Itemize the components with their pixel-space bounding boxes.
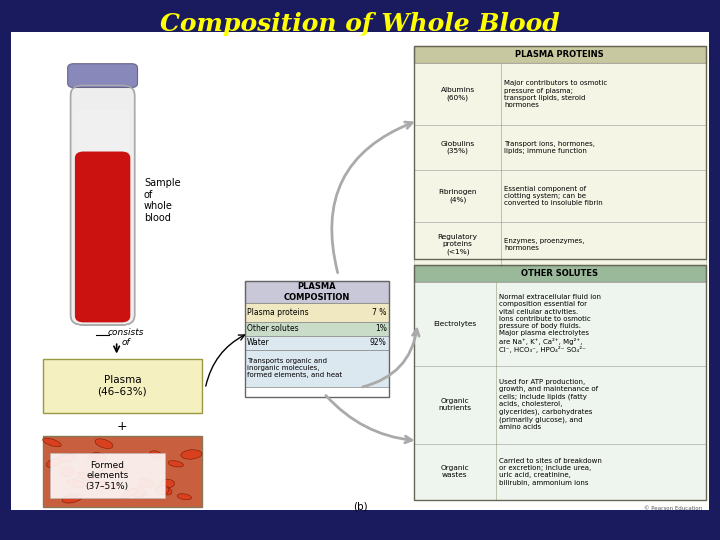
Ellipse shape	[88, 453, 106, 462]
Text: Sample
of
whole
blood: Sample of whole blood	[144, 178, 181, 223]
Text: Electrolytes: Electrolytes	[433, 321, 477, 327]
Text: Regulatory
proteins
(<1%): Regulatory proteins (<1%)	[438, 234, 478, 255]
Text: OTHER SOLUTES: OTHER SOLUTES	[521, 269, 598, 278]
Text: consists
of: consists of	[108, 328, 144, 347]
Ellipse shape	[132, 487, 145, 497]
FancyBboxPatch shape	[245, 336, 389, 350]
FancyBboxPatch shape	[245, 350, 389, 387]
Text: Carried to sites of breakdown
or excretion; include urea,
uric acid, creatinine,: Carried to sites of breakdown or excreti…	[498, 458, 601, 485]
Text: +: +	[117, 420, 127, 433]
FancyBboxPatch shape	[245, 281, 389, 303]
FancyBboxPatch shape	[76, 110, 129, 153]
FancyBboxPatch shape	[68, 64, 138, 87]
Ellipse shape	[161, 480, 174, 488]
Ellipse shape	[58, 454, 76, 463]
Ellipse shape	[157, 485, 172, 495]
FancyBboxPatch shape	[414, 282, 706, 366]
Text: Enzymes, proenzymes,
hormones: Enzymes, proenzymes, hormones	[504, 238, 585, 251]
Text: Plasma
(46–63%): Plasma (46–63%)	[98, 375, 147, 397]
FancyBboxPatch shape	[75, 152, 130, 322]
Ellipse shape	[120, 488, 137, 499]
FancyBboxPatch shape	[43, 359, 202, 413]
FancyBboxPatch shape	[245, 322, 389, 336]
FancyBboxPatch shape	[50, 453, 165, 498]
Text: Organic
nutrients: Organic nutrients	[438, 398, 472, 411]
Ellipse shape	[60, 467, 73, 476]
Text: Formed
elements
(37–51%): Formed elements (37–51%)	[86, 461, 129, 491]
Text: PLASMA
COMPOSITION: PLASMA COMPOSITION	[284, 282, 350, 302]
Ellipse shape	[156, 485, 169, 495]
Text: PLASMA PROTEINS: PLASMA PROTEINS	[516, 50, 604, 59]
FancyBboxPatch shape	[414, 444, 706, 500]
Text: Water: Water	[247, 339, 270, 347]
Text: Normal extracellular fluid ion
composition essential for
vital cellular activiti: Normal extracellular fluid ion compositi…	[498, 294, 600, 353]
Text: Other solutes: Other solutes	[247, 325, 299, 333]
Text: Organic
wastes: Organic wastes	[441, 465, 469, 478]
Ellipse shape	[96, 482, 116, 490]
Ellipse shape	[138, 478, 155, 488]
Ellipse shape	[62, 494, 82, 503]
FancyBboxPatch shape	[414, 222, 706, 267]
Text: Fibrinogen
(4%): Fibrinogen (4%)	[438, 189, 477, 202]
Ellipse shape	[114, 466, 129, 474]
Ellipse shape	[168, 461, 184, 467]
Text: Albumins
(60%): Albumins (60%)	[441, 87, 474, 101]
Text: Plasma proteins: Plasma proteins	[247, 308, 309, 317]
Ellipse shape	[177, 494, 192, 500]
Ellipse shape	[68, 480, 84, 488]
Ellipse shape	[95, 439, 113, 449]
Ellipse shape	[42, 438, 61, 447]
Text: 1%: 1%	[375, 325, 387, 333]
FancyBboxPatch shape	[414, 46, 706, 63]
Ellipse shape	[181, 450, 202, 459]
Text: 7 %: 7 %	[372, 308, 387, 317]
Text: Major contributors to osmotic
pressure of plasma;
transport lipids, steroid
horm: Major contributors to osmotic pressure o…	[504, 80, 608, 108]
FancyBboxPatch shape	[71, 85, 135, 325]
Text: Composition of Whole Blood: Composition of Whole Blood	[160, 12, 560, 36]
Ellipse shape	[131, 490, 147, 497]
Text: Transports organic and
inorganic molecules,
formed elements, and heat: Transports organic and inorganic molecul…	[247, 358, 342, 379]
Text: Transport ions, hormones,
lipids; immune function: Transport ions, hormones, lipids; immune…	[504, 141, 595, 154]
Ellipse shape	[46, 458, 60, 468]
FancyBboxPatch shape	[414, 63, 706, 125]
Text: Essential component of
clotting system; can be
converted to insoluble fibrin: Essential component of clotting system; …	[504, 186, 603, 206]
Text: (b): (b)	[353, 502, 367, 511]
FancyBboxPatch shape	[414, 170, 706, 222]
Ellipse shape	[77, 472, 94, 482]
Text: Used for ATP production,
growth, and maintenance of
cells; include lipids (fatty: Used for ATP production, growth, and mai…	[498, 379, 598, 430]
FancyBboxPatch shape	[414, 366, 706, 444]
FancyBboxPatch shape	[245, 303, 389, 322]
Text: © Pearson Education: © Pearson Education	[644, 506, 702, 511]
FancyBboxPatch shape	[414, 125, 706, 170]
FancyBboxPatch shape	[414, 265, 706, 282]
FancyBboxPatch shape	[11, 32, 709, 510]
Ellipse shape	[150, 451, 162, 458]
Text: Globulins
(35%): Globulins (35%)	[441, 140, 474, 154]
Text: 92%: 92%	[370, 339, 387, 347]
FancyBboxPatch shape	[43, 436, 202, 507]
